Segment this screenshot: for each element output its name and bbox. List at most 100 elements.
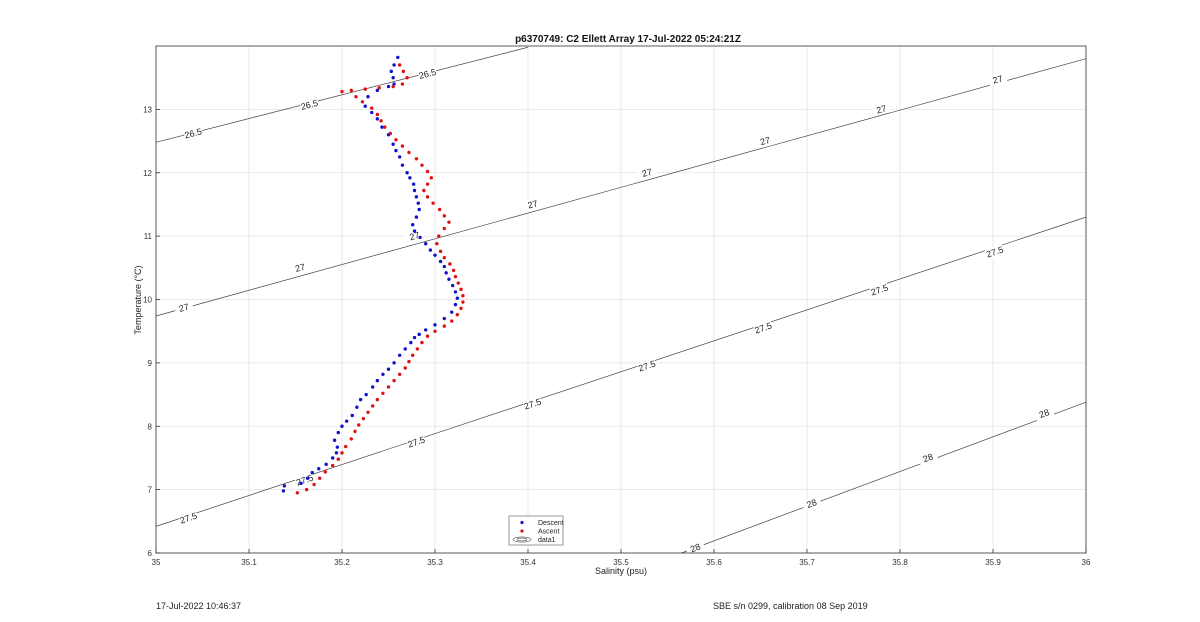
point-descent: [392, 361, 396, 365]
point-descent: [389, 69, 393, 74]
point-ascent: [354, 95, 358, 99]
point-ascent: [459, 306, 463, 311]
point-descent: [417, 207, 421, 212]
legend-marker-data1: [512, 536, 532, 543]
point-descent: [414, 215, 419, 219]
contour-label: 27: [991, 73, 1003, 85]
contour-label: 27: [408, 230, 420, 242]
point-descent: [450, 283, 455, 288]
y-tick-label: 11: [144, 232, 153, 241]
point-descent: [392, 63, 396, 67]
point-ascent: [397, 63, 402, 67]
point-ascent: [461, 300, 465, 304]
point-descent: [412, 335, 417, 340]
contour-label-bg: [417, 66, 438, 81]
point-descent: [411, 182, 416, 186]
point-ascent: [375, 112, 380, 117]
point-descent: [442, 264, 446, 269]
point-ascent: [442, 255, 446, 260]
point-ascent: [349, 88, 353, 93]
point-ascent: [400, 82, 405, 86]
contour-line-28: [681, 401, 1087, 554]
contour-label-bg: [522, 396, 543, 412]
y-tick-label: 7: [148, 486, 153, 495]
point-ascent: [340, 451, 344, 455]
point-descent: [305, 476, 310, 480]
contour-label-bg: [406, 434, 427, 450]
point-descent: [397, 353, 402, 357]
y-tick-label: 12: [143, 169, 152, 178]
contour-line-27: [155, 58, 1087, 317]
point-ascent: [405, 75, 409, 80]
point-ascent: [379, 119, 383, 123]
contour-label: 26.5: [418, 67, 437, 81]
contour-label-bg: [987, 72, 1008, 87]
point-descent: [414, 195, 419, 199]
point-descent: [453, 290, 458, 294]
legend-marker-descent: [520, 520, 524, 525]
point-ascent: [425, 169, 430, 174]
point-descent: [397, 155, 402, 159]
point-ascent: [391, 84, 395, 89]
x-axis-label: Salinity (psu): [595, 566, 647, 576]
point-ascent: [353, 429, 357, 434]
point-ascent: [437, 207, 442, 212]
contour-label-bg: [1033, 405, 1055, 422]
point-descent: [433, 253, 437, 257]
point-descent: [375, 88, 380, 93]
point-ascent: [433, 329, 437, 333]
point-ascent: [400, 144, 405, 148]
point-ascent: [392, 378, 396, 383]
point-descent: [409, 340, 413, 345]
y-tick-label: 9: [148, 359, 153, 368]
point-descent: [416, 201, 420, 205]
point-ascent: [361, 416, 366, 421]
legend-marker-ascent: [520, 529, 524, 533]
point-descent: [363, 104, 367, 108]
legend: Descent Ascent data1: [508, 515, 564, 546]
point-ascent: [323, 470, 327, 474]
x-tick-label: 35.7: [799, 558, 815, 567]
contour-label-bg: [178, 510, 199, 526]
point-descent: [336, 430, 340, 435]
contour-label-bg: [173, 300, 194, 315]
point-descent: [428, 248, 433, 252]
x-tick-label: 35.2: [334, 558, 350, 567]
y-tick-label: 13: [143, 105, 152, 114]
point-ascent: [435, 242, 439, 246]
contour-label-bg: [917, 450, 939, 466]
point-descent: [310, 470, 314, 475]
contour-label-bg: [290, 260, 311, 276]
point-ascent: [414, 157, 419, 161]
point-descent: [350, 413, 354, 418]
point-descent: [370, 110, 374, 115]
contour-label-bg: [299, 97, 320, 113]
point-descent: [370, 385, 375, 389]
point-descent: [408, 176, 412, 180]
x-axis-ticks: 35 35.1 35.2 35.3 35.4 35.5 35.6 35.7 35.8 35.9 36: [152, 549, 1091, 567]
x-tick-label: 35.9: [985, 558, 1001, 567]
point-descent: [453, 302, 458, 307]
y-tick-label: 6: [148, 549, 153, 558]
point-ascent: [420, 163, 424, 167]
point-ascent: [304, 487, 309, 492]
point-ascent: [349, 437, 353, 441]
point-descent: [344, 419, 349, 423]
point-descent: [375, 117, 380, 121]
legend-box: [508, 515, 564, 546]
point-descent: [335, 445, 340, 449]
point-descent: [299, 481, 303, 485]
point-descent: [455, 296, 460, 300]
point-descent: [433, 323, 437, 327]
contour-label: 27: [178, 302, 190, 314]
point-descent: [331, 456, 335, 460]
contour-label-bg: [183, 126, 204, 141]
point-ascent: [381, 391, 385, 395]
footer-timestamp: 17-Jul-2022 10:46:37: [156, 601, 242, 611]
point-descent: [334, 451, 339, 455]
point-descent: [355, 405, 359, 409]
contour-label-bg: [753, 320, 774, 336]
contour-label: 26.5: [300, 98, 319, 112]
point-descent: [412, 188, 417, 193]
